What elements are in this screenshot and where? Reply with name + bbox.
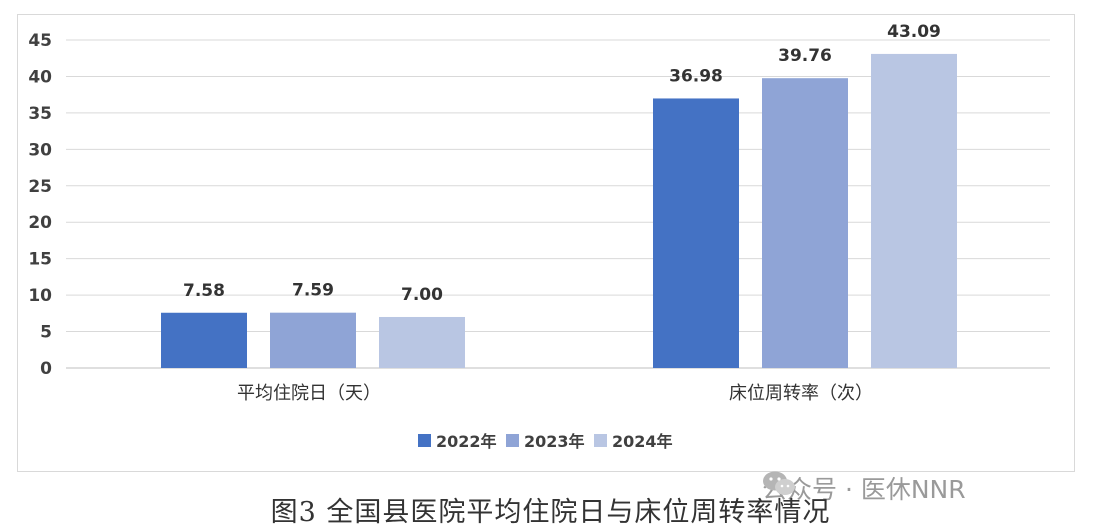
legend-label: 2023年 — [524, 432, 585, 451]
data-label: 43.09 — [887, 22, 941, 42]
watermark-text: 公众号 · 医休NNR — [762, 475, 966, 504]
bar — [871, 53, 957, 368]
bar — [161, 312, 247, 368]
data-label: 7.58 — [183, 281, 225, 301]
bar — [379, 316, 465, 368]
y-tick-label: 45 — [28, 31, 52, 51]
watermark: 公众号 · 医休NNR — [762, 470, 966, 506]
legend-swatch — [506, 434, 519, 447]
legend-label: 2024年 — [612, 432, 673, 451]
y-tick-label: 20 — [28, 213, 52, 233]
bar — [762, 78, 848, 368]
legend-swatch — [594, 434, 607, 447]
bar-chart: 0 5 10 15 20 25 30 35 40 45 7.58 36.98 7.59 39.76 7.00… — [28, 22, 1050, 451]
figure-caption: 图3 全国县医院平均住院日与床位周转率情况 — [270, 497, 831, 528]
x-category-label: 床位周转率（次） — [729, 383, 873, 404]
y-tick-label: 25 — [28, 177, 52, 197]
y-tick-label: 40 — [28, 67, 52, 87]
data-label: 7.00 — [401, 285, 443, 305]
y-tick-label: 35 — [28, 104, 52, 124]
bar — [270, 312, 356, 368]
y-tick-label: 30 — [28, 140, 52, 160]
legend-label: 2022年 — [436, 432, 497, 451]
y-tick-label: 15 — [28, 250, 52, 270]
x-category-label: 平均住院日（天） — [237, 383, 381, 404]
y-tick-label: 5 — [40, 323, 52, 343]
data-label: 39.76 — [778, 46, 832, 66]
legend-swatch — [418, 434, 431, 447]
data-label: 7.59 — [292, 281, 334, 301]
bar — [653, 98, 739, 369]
data-label: 36.98 — [669, 66, 723, 86]
y-tick-label: 0 — [40, 359, 52, 379]
y-tick-label: 10 — [28, 286, 52, 306]
wechat-icon — [763, 471, 795, 495]
